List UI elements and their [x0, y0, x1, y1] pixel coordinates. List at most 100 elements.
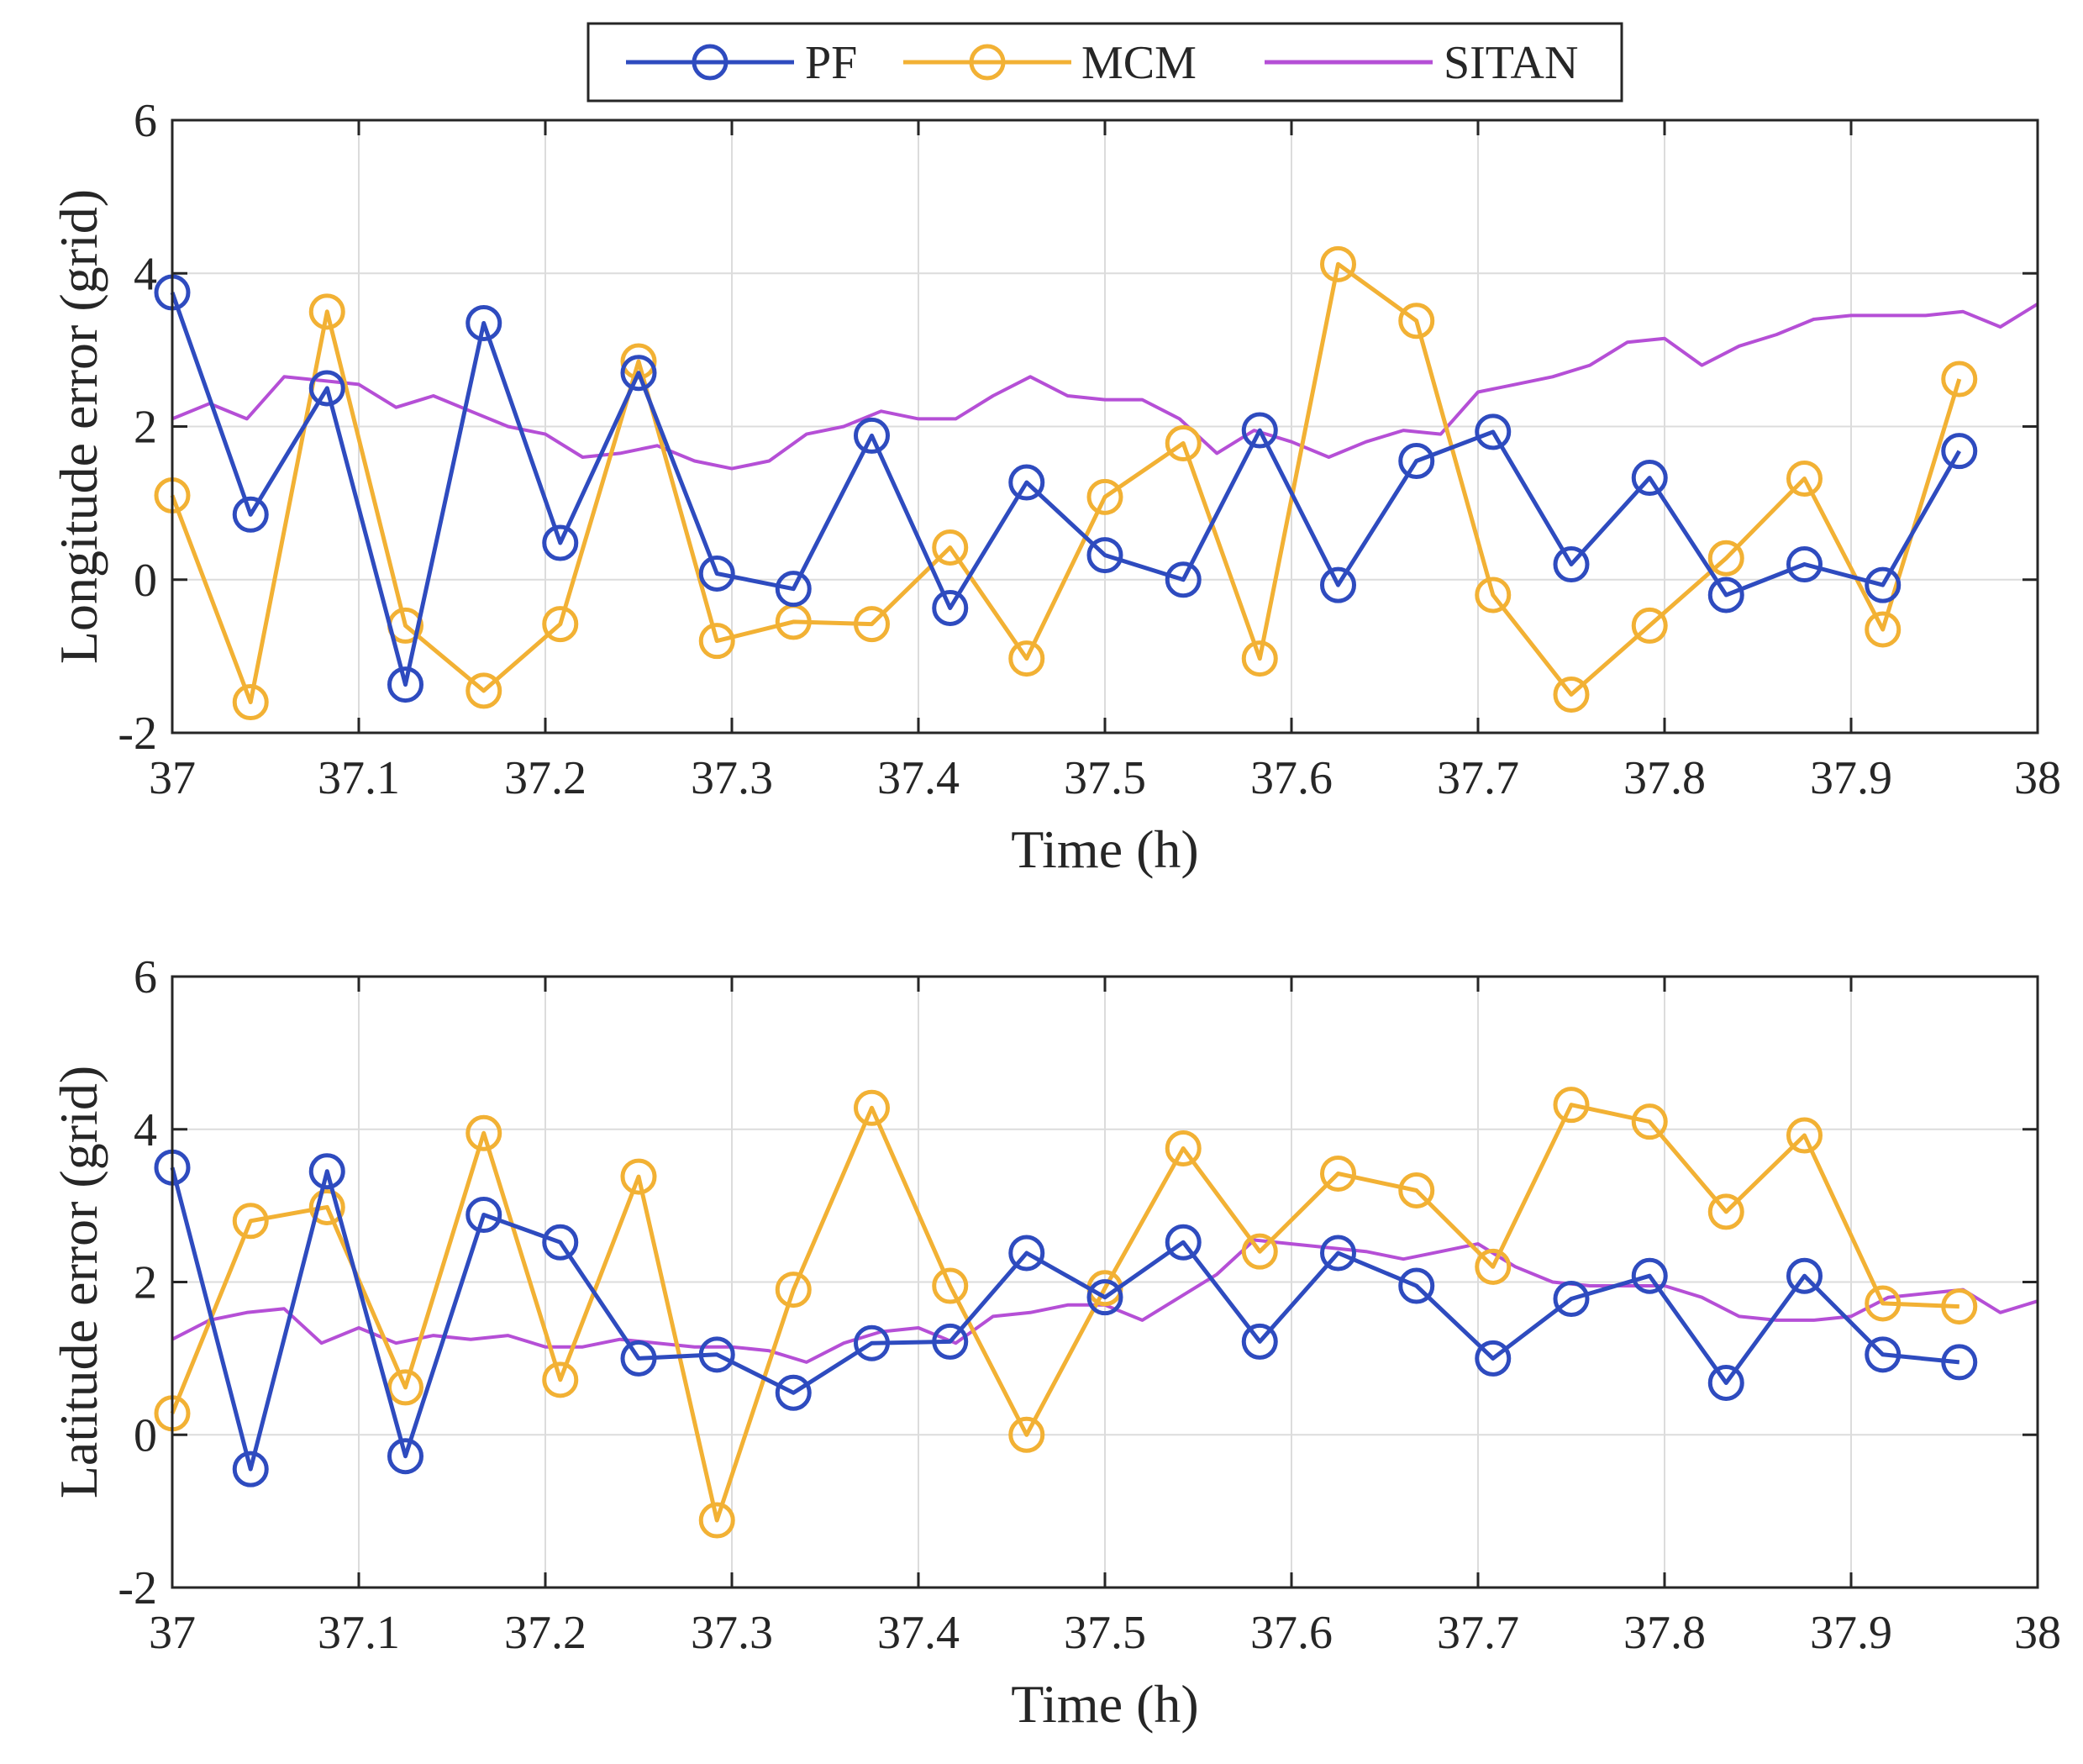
longitude-pf-point [775, 571, 812, 608]
longitude-mcm-point [1165, 425, 1202, 462]
latitude-mcm-point [1631, 1103, 1668, 1140]
longitude-mcm-line [170, 261, 1962, 704]
latitude-pf-point [620, 1340, 657, 1377]
latitude-mcm-point [308, 1188, 345, 1225]
latitude-x-tick-label: 37.8 [1623, 1607, 1706, 1659]
latitude-pf-point [232, 1451, 269, 1488]
longitude-mcm-point [1786, 460, 1823, 497]
latitude-x-tick-label: 37.5 [1064, 1607, 1146, 1659]
longitude-mcm-point [1865, 611, 1902, 648]
latitude-mcm-point [1320, 1155, 1356, 1192]
latitude-pf-point [542, 1224, 579, 1261]
longitude-mcm-point [232, 684, 269, 721]
latitude-pf-point [1786, 1257, 1823, 1294]
latitude-mcm-point [1865, 1285, 1902, 1322]
longitude-mcm-point [466, 672, 502, 709]
latitude-mcm-point [387, 1369, 423, 1406]
longitude-mcm-point [1475, 577, 1512, 613]
latitude-mcm-point [1475, 1248, 1512, 1285]
longitude-pf-point [542, 524, 579, 561]
longitude-mcm-point [1553, 676, 1590, 713]
latitude-mcm-point [1398, 1172, 1435, 1208]
longitude-error-chart: 37 37.1 37.2 37.3 37.4 37.5 37.6 37.7 37.8 37.9 38… [49, 95, 2061, 879]
legend-pf-label: PF [805, 37, 857, 89]
latitude-pf-point [1475, 1340, 1512, 1377]
longitude-pf-point [854, 417, 890, 454]
latitude-x-tick-label: 37.6 [1250, 1607, 1333, 1659]
longitude-y-tick-label: 0 [134, 555, 157, 607]
longitude-pf-point [1631, 460, 1668, 497]
longitude-pf-point [387, 666, 423, 703]
longitude-sitan-line [171, 302, 2039, 471]
latitude-x-tick-label: 37.9 [1810, 1607, 1892, 1659]
longitude-pf-point [232, 496, 269, 533]
longitude-pf-point [698, 555, 735, 592]
longitude-mcm-point [1941, 361, 1978, 398]
latitude-pf-point [698, 1336, 735, 1373]
latitude-pf-point [1398, 1267, 1435, 1304]
latitude-mcm-point [232, 1203, 269, 1240]
longitude-pf-point [1707, 577, 1744, 613]
longitude-x-tick-label: 37.9 [1810, 752, 1892, 804]
latitude-error-chart: 37 37.1 37.2 37.3 37.4 37.5 37.6 37.7 37.8 37.9 38… [49, 951, 2061, 1734]
latitude-mcm-point [542, 1361, 579, 1398]
latitude-x-axis-label: Time (h) [1011, 1674, 1198, 1734]
legend: PF MCM SITAN [587, 22, 1623, 103]
latitude-pf-point [387, 1438, 423, 1475]
longitude-mcm-point [698, 623, 735, 660]
longitude-mcm-point [932, 529, 969, 566]
latitude-pf-point [775, 1374, 812, 1411]
legend-mcm-label: MCM [1081, 37, 1197, 89]
longitude-pf-point [466, 304, 502, 341]
latitude-x-tick-label: 37.7 [1437, 1607, 1519, 1659]
latitude-mcm-point [1786, 1117, 1823, 1154]
latitude-pf-point [854, 1324, 890, 1361]
legend-pf-marker [692, 44, 729, 81]
longitude-pf-point [1553, 546, 1590, 583]
longitude-pf-point [932, 589, 969, 626]
latitude-mcm-point [1008, 1416, 1045, 1453]
latitude-mcm-line [170, 1103, 1959, 1523]
longitude-pf-point [1786, 546, 1823, 583]
longitude-pf-point [1241, 412, 1278, 449]
longitude-y-axis-label: Longitude error (grid) [49, 189, 108, 664]
longitude-mcm-point [1320, 245, 1356, 282]
latitude-pf-point [1008, 1235, 1045, 1272]
longitude-pf-point [1941, 433, 1978, 470]
latitude-x-tick-label: 38 [2014, 1607, 2061, 1659]
legend-entry-pf: PF [626, 37, 857, 89]
longitude-mcm-point [1631, 607, 1668, 644]
legend-entry-sitan: SITAN [1265, 37, 1578, 89]
latitude-mcm-point [932, 1267, 969, 1304]
longitude-y-tick-label: 6 [134, 95, 157, 147]
latitude-pf-point [1553, 1280, 1590, 1317]
latitude-y-tick-label: 0 [134, 1409, 157, 1461]
latitude-pf-point [1165, 1224, 1202, 1261]
latitude-mcm-point [1241, 1233, 1278, 1270]
longitude-pf-point [308, 370, 345, 407]
latitude-x-tick-label: 37.4 [877, 1607, 960, 1659]
longitude-pf-point [1320, 566, 1356, 603]
latitude-pf-point [466, 1197, 502, 1234]
longitude-pf-point [1086, 537, 1123, 574]
legend-entry-mcm: MCM [903, 37, 1197, 89]
longitude-mcm-point [308, 293, 345, 330]
longitude-mcm-point [1086, 478, 1123, 515]
longitude-x-tick-label: 37.4 [877, 752, 960, 804]
longitude-x-tick-label: 38 [2014, 752, 2061, 804]
latitude-mcm-point [1941, 1288, 1978, 1325]
longitude-pf-point [1165, 561, 1202, 598]
longitude-x-tick-label: 37 [149, 752, 196, 804]
latitude-mcm-point [775, 1272, 812, 1309]
longitude-pf-point [1008, 464, 1045, 501]
latitude-pf-point [1865, 1336, 1902, 1373]
latitude-y-tick-label: 6 [134, 951, 157, 1003]
latitude-pf-point [1320, 1235, 1356, 1272]
longitude-x-tick-label: 37.3 [691, 752, 773, 804]
longitude-x-axis-label: Time (h) [1011, 819, 1198, 879]
latitude-pf-point [1631, 1257, 1668, 1294]
latitude-mcm-point [1553, 1087, 1590, 1124]
latitude-pf-point [932, 1323, 969, 1360]
latitude-pf-point [1086, 1279, 1123, 1316]
